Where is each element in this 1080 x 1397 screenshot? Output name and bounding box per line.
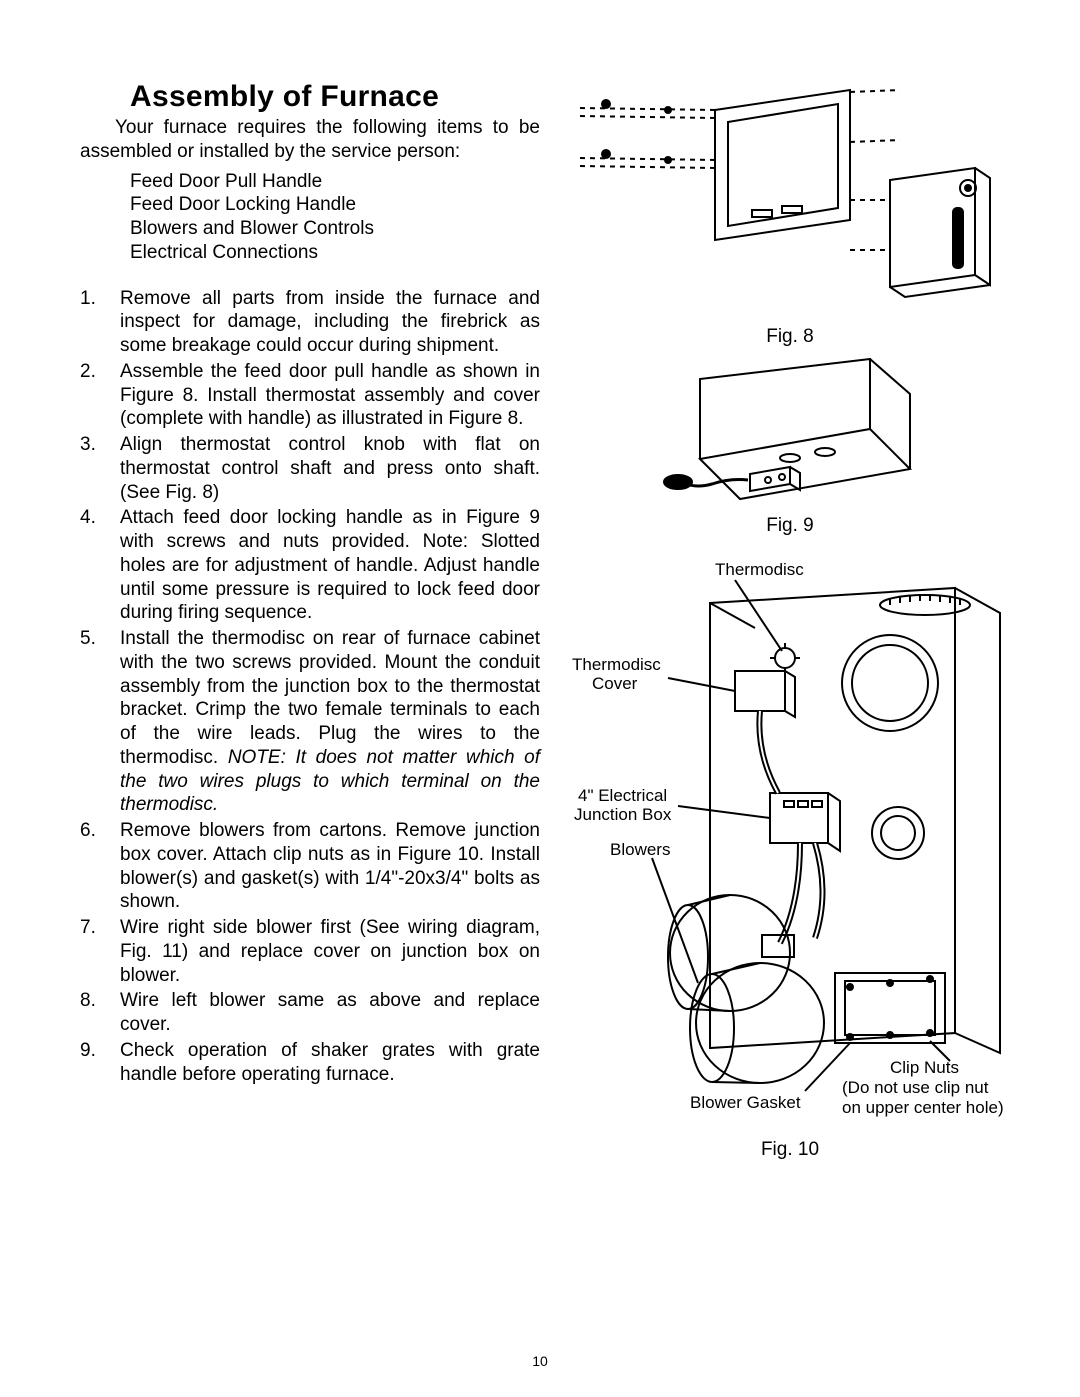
label-jbox-1: 4" Electrical xyxy=(578,786,667,805)
step-number: 1. xyxy=(80,287,120,358)
intro-line1: Your furnace requires the following item… xyxy=(115,117,482,138)
step-number: 6. xyxy=(80,819,120,914)
step-number: 3. xyxy=(80,433,120,504)
step-item: 8.Wire left blower same as above and rep… xyxy=(80,989,540,1037)
label-thermodisc-cover-1: Thermodisc xyxy=(572,655,661,674)
label-clipnote-1: (Do not use clip nut xyxy=(842,1078,989,1097)
part-item: Feed Door Locking Handle xyxy=(130,193,540,217)
label-thermodisc: Thermodisc xyxy=(715,560,804,579)
step-number: 7. xyxy=(80,916,120,987)
label-gasket: Blower Gasket xyxy=(690,1093,801,1112)
part-item: Electrical Connections xyxy=(130,241,540,265)
label-jbox-2: Junction Box xyxy=(574,805,672,824)
figure-8-diagram xyxy=(570,80,1010,320)
figure-10-diagram: Thermodisc Thermodisc Cover 4" Electrica… xyxy=(560,543,1020,1133)
intro-paragraph: Your furnace requires the following item… xyxy=(80,116,540,164)
label-thermodisc-cover-2: Cover xyxy=(592,674,638,693)
step-item: 1.Remove all parts from inside the furna… xyxy=(80,287,540,358)
step-item: 7.Wire right side blower first (See wiri… xyxy=(80,916,540,987)
step-text: Install the thermodisc on rear of furnac… xyxy=(120,627,540,817)
step-number: 4. xyxy=(80,506,120,625)
step-text: Align thermostat control knob with flat … xyxy=(120,433,540,504)
figure-column: Fig. 8 Fig. xyxy=(560,80,1020,1167)
step-text: Wire left blower same as above and repla… xyxy=(120,989,540,1037)
page-number: 10 xyxy=(0,1353,1080,1369)
steps-list: 1.Remove all parts from inside the furna… xyxy=(80,287,540,1087)
step-number: 9. xyxy=(80,1039,120,1087)
step-item: 2.Assemble the feed door pull handle as … xyxy=(80,360,540,431)
label-clipnote-2: on upper center hole) xyxy=(842,1098,1004,1117)
part-item: Feed Door Pull Handle xyxy=(130,170,540,194)
figure-8-caption: Fig. 8 xyxy=(560,326,1020,348)
step-number: 2. xyxy=(80,360,120,431)
step-text: Remove blowers from cartons. Remove junc… xyxy=(120,819,540,914)
text-column: Assembly of Furnace Your furnace require… xyxy=(80,80,540,1167)
part-item: Blowers and Blower Controls xyxy=(130,217,540,241)
step-text: Check operation of shaker grates with gr… xyxy=(120,1039,540,1087)
step-text: Remove all parts from inside the furnace… xyxy=(120,287,540,358)
figure-10-caption: Fig. 10 xyxy=(560,1139,1020,1161)
label-clipnuts: Clip Nuts xyxy=(890,1058,959,1077)
step-text: Wire right side blower first (See wiring… xyxy=(120,916,540,987)
step-text: Attach feed door locking handle as in Fi… xyxy=(120,506,540,625)
step-number: 8. xyxy=(80,989,120,1037)
label-blowers: Blowers xyxy=(610,840,670,859)
step-text: Assemble the feed door pull handle as sh… xyxy=(120,360,540,431)
two-column-layout: Assembly of Furnace Your furnace require… xyxy=(80,80,1010,1167)
step-item: 4.Attach feed door locking handle as in … xyxy=(80,506,540,625)
step-item: 9.Check operation of shaker grates with … xyxy=(80,1039,540,1087)
step-item: 3.Align thermostat control knob with fla… xyxy=(80,433,540,504)
step-item: 6.Remove blowers from cartons. Remove ju… xyxy=(80,819,540,914)
document-page: Assembly of Furnace Your furnace require… xyxy=(0,0,1080,1397)
figure-9-diagram xyxy=(640,354,940,509)
step-item: 5.Install the thermodisc on rear of furn… xyxy=(80,627,540,817)
figure-9-caption: Fig. 9 xyxy=(560,515,1020,537)
parts-list: Feed Door Pull Handle Feed Door Locking … xyxy=(130,170,540,265)
page-title: Assembly of Furnace xyxy=(130,80,540,114)
step-number: 5. xyxy=(80,627,120,817)
